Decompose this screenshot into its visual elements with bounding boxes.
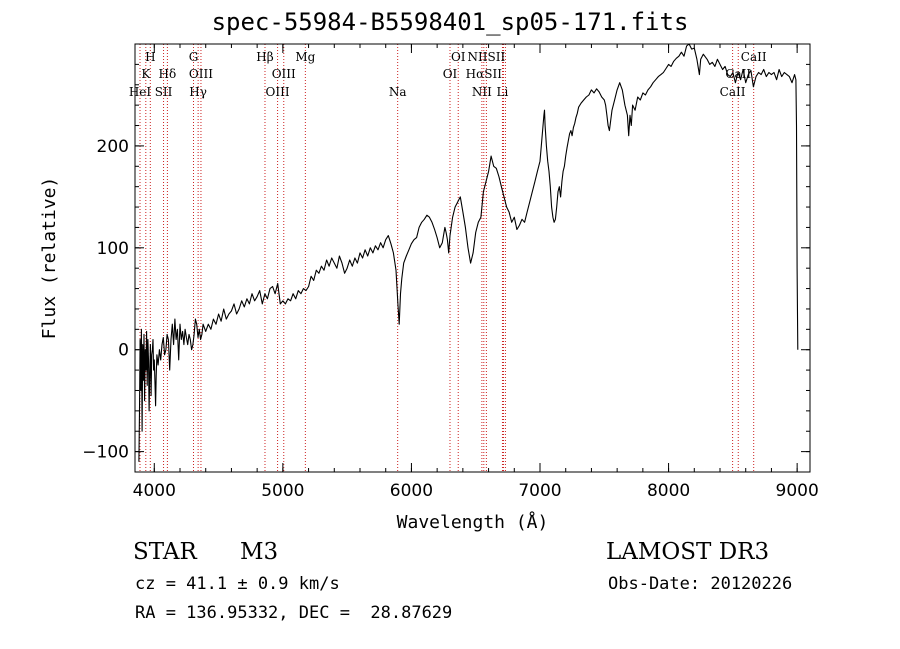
spectral-line-label: HαSII (466, 67, 503, 81)
y-tick-label: 100 (97, 239, 129, 259)
spectral-line-label: Li (497, 85, 509, 99)
spectral-line-label: HeI (129, 85, 152, 99)
y-axis-label: Flux (relative) (39, 177, 60, 340)
x-tick-label: 8000 (647, 481, 690, 501)
spectral-line-label: CaII (725, 67, 751, 81)
y-tick-label: −100 (82, 443, 129, 463)
spectral-line-label: OI (443, 67, 458, 81)
spectral-line-label: G (189, 50, 199, 64)
spectral-line-label: OIII (272, 67, 296, 81)
observation-date: Obs-Date: 20120226 (608, 574, 793, 594)
x-tick-label: 7000 (518, 481, 561, 501)
coordinates: RA = 136.95332, DEC = 28.87629 (135, 603, 453, 623)
y-tick-label: 0 (118, 341, 129, 361)
x-axis-label: Wavelength (Å) (397, 511, 549, 533)
spectral-line-label: Na (389, 85, 407, 99)
spectral-line-label: CaII (741, 50, 767, 64)
x-tick-label: 5000 (261, 481, 304, 501)
spectral-line-label: OIII (189, 67, 213, 81)
star-subclass: M3 (240, 539, 279, 565)
spectral-line-label: CaII (720, 85, 746, 99)
series-layer (138, 43, 799, 462)
spectral-line-label: OI (451, 50, 466, 64)
flux-series-line (138, 43, 799, 462)
spectral-line-label: OIII (266, 85, 290, 99)
spectral-line-label: Hγ (189, 85, 207, 99)
axes-layer: 4000 5000 6000 7000 8000 9000 −100 0 100 200 Wavel… (39, 43, 819, 533)
spectral-line-label: Hδ (159, 67, 177, 81)
spectral-line-label: NII (472, 85, 492, 99)
x-tick-label: 6000 (390, 481, 433, 501)
spectral-line-label: H (145, 50, 155, 64)
x-tick-label: 4000 (133, 481, 176, 501)
spectral-line-label: NIISII (468, 50, 506, 64)
x-tick-label: 9000 (776, 481, 819, 501)
emission-lines-layer (139, 44, 755, 472)
y-tick-label: 200 (97, 137, 129, 157)
survey-label: LAMOST DR3 (606, 539, 770, 565)
spectral-line-label: Hβ (256, 50, 273, 64)
chart-title: spec-55984-B5598401_sp05-171.fits (211, 8, 689, 36)
star-class-label: STAR (133, 539, 197, 565)
spectral-line-label: K (141, 67, 151, 81)
spectral-line-label: Mg (295, 50, 315, 64)
spectral-line-label: SII (155, 85, 173, 99)
redshift-velocity: cz = 41.1 ± 0.9 km/s (135, 574, 340, 594)
plot-frame (134, 43, 811, 473)
